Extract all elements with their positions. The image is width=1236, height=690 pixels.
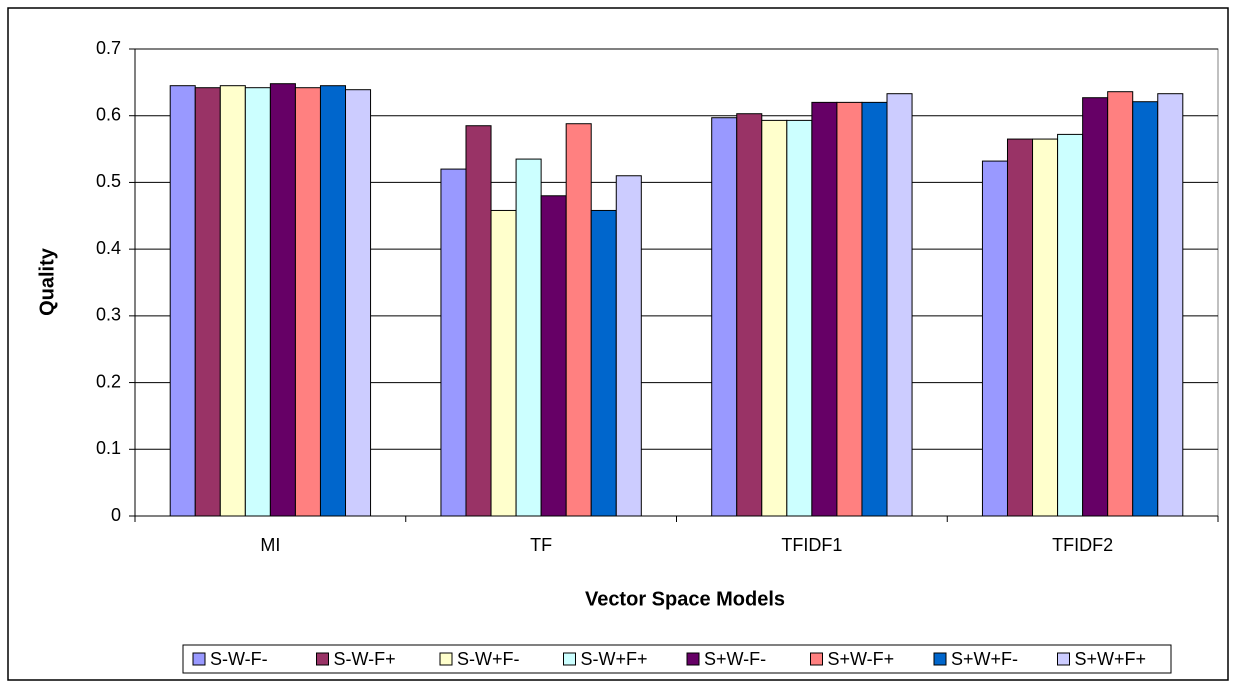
- y-tick-label: 0.7: [96, 38, 121, 58]
- y-tick-label: 0.2: [96, 371, 121, 391]
- x-axis-title: Vector Space Models: [585, 588, 785, 610]
- legend-swatch: [1057, 652, 1070, 666]
- bar: [269, 83, 296, 517]
- x-tick-label: MI: [260, 535, 280, 555]
- x-tick-label: TF: [530, 535, 552, 555]
- y-tick-label: 0.1: [96, 438, 121, 458]
- bar: [1032, 138, 1059, 517]
- bar: [836, 101, 863, 517]
- y-tick-label: 0.4: [96, 238, 121, 258]
- bar: [811, 101, 838, 517]
- bar: [294, 87, 321, 517]
- legend-label: S-W-F+: [334, 649, 396, 669]
- bar: [319, 85, 347, 517]
- x-tick-label: TFIDF1: [781, 535, 842, 555]
- y-tick-label: 0: [111, 505, 121, 525]
- y-tick-label: 0.3: [96, 305, 121, 325]
- legend-label: S+W+F+: [1075, 649, 1147, 669]
- bar: [861, 101, 888, 517]
- bar: [786, 119, 813, 517]
- bar: [169, 85, 196, 517]
- legend-swatch: [439, 652, 453, 666]
- legend-label: S-W-F-: [210, 649, 268, 669]
- legend-swatch: [810, 652, 823, 666]
- y-tick-label: 0.6: [96, 104, 121, 124]
- legend-label: S-W+F+: [581, 649, 648, 669]
- bar: [711, 117, 738, 517]
- legend-label: S-W+F-: [457, 649, 520, 669]
- legend-box: [182, 644, 1172, 674]
- bar: [1057, 133, 1084, 517]
- legend-swatch: [933, 652, 947, 666]
- bar: [515, 158, 542, 517]
- bar: [1107, 91, 1134, 517]
- bar: [761, 119, 788, 517]
- legend-swatch: [192, 652, 206, 666]
- bar: [565, 123, 592, 517]
- legend-label: S+W-F-: [704, 649, 766, 669]
- legend-swatch: [686, 652, 700, 666]
- x-tick-label: TFIDF2: [1052, 535, 1113, 555]
- bar: [540, 195, 567, 517]
- bar: [465, 125, 492, 517]
- bar: [345, 89, 372, 517]
- bar: [886, 93, 913, 517]
- bar: [736, 113, 763, 517]
- legend-label: S+W-F+: [828, 649, 895, 669]
- bar: [1006, 138, 1034, 517]
- bar: [244, 87, 271, 517]
- y-tick-label: 0.5: [96, 171, 121, 191]
- legend-label: S+W+F-: [951, 649, 1018, 669]
- legend-swatch: [563, 652, 576, 666]
- bar: [440, 168, 467, 517]
- bar: [1157, 93, 1184, 517]
- legend-swatch: [316, 652, 329, 666]
- bar: [590, 209, 617, 517]
- bar: [615, 175, 642, 517]
- bar: [490, 209, 517, 517]
- bar: [1082, 97, 1109, 517]
- bar: [1132, 101, 1159, 517]
- bar: [194, 87, 221, 517]
- y-axis-title: Quality: [36, 247, 58, 316]
- bar: [981, 160, 1008, 517]
- bar: [219, 85, 246, 517]
